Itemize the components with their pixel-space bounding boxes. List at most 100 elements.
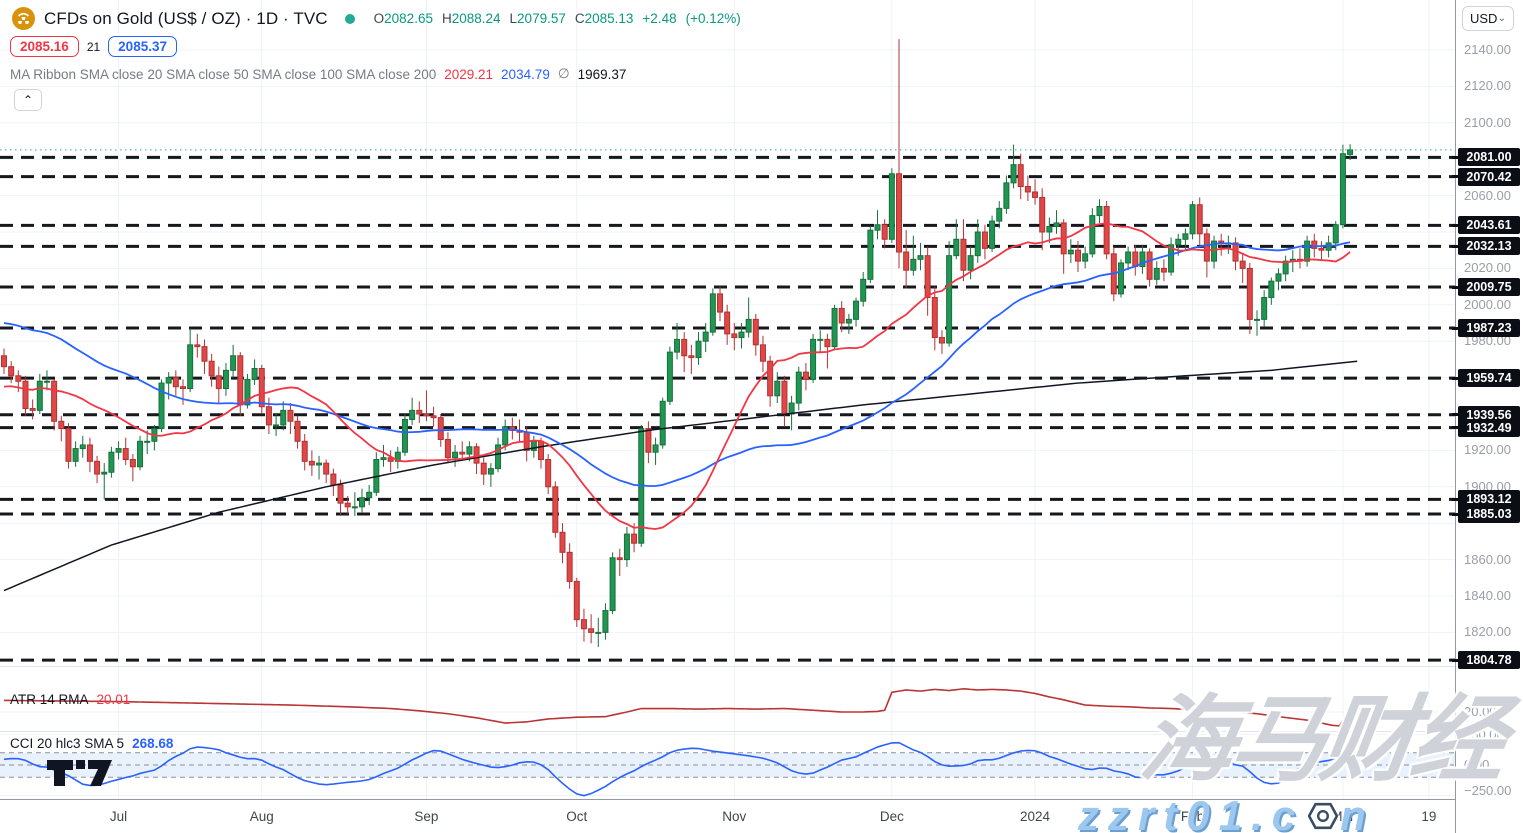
candle[interactable] — [122, 437, 129, 465]
candle[interactable] — [1010, 144, 1017, 189]
candle[interactable] — [351, 492, 358, 516]
candle[interactable] — [724, 304, 731, 345]
candle[interactable] — [1096, 199, 1103, 223]
candle[interactable] — [8, 361, 15, 384]
sma200-line[interactable] — [3, 360, 1358, 592]
candle[interactable] — [896, 39, 902, 269]
candle[interactable] — [337, 479, 344, 516]
candle[interactable] — [409, 397, 416, 425]
candle[interactable] — [1254, 310, 1260, 336]
pane-divider-main-atr[interactable] — [0, 666, 1523, 667]
candle[interactable] — [1125, 246, 1132, 271]
candle[interactable] — [1060, 219, 1067, 274]
candle[interactable] — [623, 526, 630, 567]
candle[interactable] — [201, 339, 208, 374]
candle[interactable] — [287, 403, 294, 435]
candle[interactable] — [444, 432, 451, 464]
candle[interactable] — [1032, 179, 1039, 205]
market-status-dot[interactable] — [344, 13, 355, 24]
candle[interactable] — [831, 304, 838, 351]
candle[interactable] — [280, 401, 287, 431]
candle[interactable] — [559, 523, 566, 564]
candle[interactable] — [230, 344, 237, 378]
candle[interactable] — [452, 444, 459, 467]
candle[interactable] — [251, 359, 258, 385]
candle[interactable] — [1218, 233, 1225, 256]
candle[interactable] — [867, 226, 874, 283]
chart-canvas[interactable] — [0, 0, 1455, 799]
candle[interactable] — [666, 346, 673, 405]
candle[interactable] — [1017, 153, 1024, 200]
candle[interactable] — [294, 415, 301, 449]
candle[interactable] — [158, 379, 165, 433]
candle[interactable] — [924, 246, 931, 316]
candle[interactable] — [1168, 237, 1175, 276]
candle[interactable] — [1082, 246, 1089, 269]
candle[interactable] — [595, 617, 602, 647]
candle[interactable] — [72, 441, 79, 467]
sma20-line[interactable] — [3, 222, 1351, 530]
candle[interactable] — [659, 397, 666, 449]
candle[interactable] — [688, 344, 695, 374]
candle[interactable] — [910, 235, 917, 276]
candle[interactable] — [1039, 188, 1046, 251]
candle[interactable] — [802, 363, 809, 391]
sma50-line[interactable] — [3, 241, 1351, 487]
candle[interactable] — [509, 417, 516, 440]
candle[interactable] — [981, 224, 988, 260]
cci-line[interactable] — [3, 741, 1351, 797]
candle[interactable] — [1318, 241, 1325, 262]
candle[interactable] — [473, 443, 480, 475]
candle[interactable] — [767, 355, 774, 407]
candle[interactable] — [330, 468, 337, 496]
candle[interactable] — [215, 366, 222, 404]
ma-ribbon-legend[interactable]: MA Ribbon SMA close 20 SMA close 50 SMA … — [10, 66, 626, 82]
candle[interactable] — [674, 323, 681, 360]
candle[interactable] — [781, 375, 788, 427]
candle[interactable] — [180, 379, 186, 405]
candle[interactable] — [573, 577, 580, 627]
candle[interactable] — [1, 348, 7, 374]
candle[interactable] — [258, 364, 265, 414]
legend-collapse-button[interactable]: ⌃ — [14, 89, 42, 111]
price-level-lines[interactable] — [0, 155, 1455, 662]
candle[interactable] — [1139, 244, 1146, 274]
candle[interactable] — [795, 366, 802, 411]
candle[interactable] — [480, 457, 487, 485]
candle[interactable] — [552, 481, 559, 538]
candle[interactable] — [1196, 197, 1203, 245]
candle[interactable] — [1103, 201, 1110, 260]
candle[interactable] — [187, 328, 194, 393]
candle[interactable] — [1261, 290, 1268, 327]
candle[interactable] — [401, 414, 408, 456]
candle[interactable] — [208, 353, 215, 387]
candle[interactable] — [1232, 237, 1239, 271]
candle[interactable] — [888, 168, 895, 243]
candle[interactable] — [43, 370, 50, 391]
candle[interactable] — [1339, 144, 1346, 229]
candle[interactable] — [709, 288, 716, 336]
candle[interactable] — [51, 379, 58, 431]
candle[interactable] — [838, 301, 845, 333]
candle[interactable] — [129, 454, 136, 482]
candle[interactable] — [308, 450, 315, 476]
atr-legend[interactable]: ATR 14 RMA 20.01 — [10, 692, 130, 707]
candle[interactable] — [373, 452, 380, 496]
candle[interactable] — [1132, 244, 1139, 276]
candle[interactable] — [172, 370, 179, 396]
atr-line[interactable] — [3, 687, 1351, 727]
candle[interactable] — [609, 552, 616, 615]
candle[interactable] — [1246, 262, 1253, 334]
candle[interactable] — [86, 437, 93, 473]
candle[interactable] — [946, 241, 953, 347]
candle[interactable] — [423, 390, 430, 422]
candle[interactable] — [602, 603, 609, 640]
candle[interactable] — [860, 272, 867, 307]
currency-dropdown[interactable]: USD ⌄ — [1462, 6, 1514, 31]
candle[interactable] — [530, 435, 537, 458]
candle[interactable] — [416, 401, 423, 424]
cci-legend[interactable]: CCI 20 hlc3 SMA 5 268.68 — [10, 736, 173, 751]
candle[interactable] — [1053, 210, 1060, 234]
candle[interactable] — [953, 219, 960, 260]
candle[interactable] — [717, 286, 723, 322]
